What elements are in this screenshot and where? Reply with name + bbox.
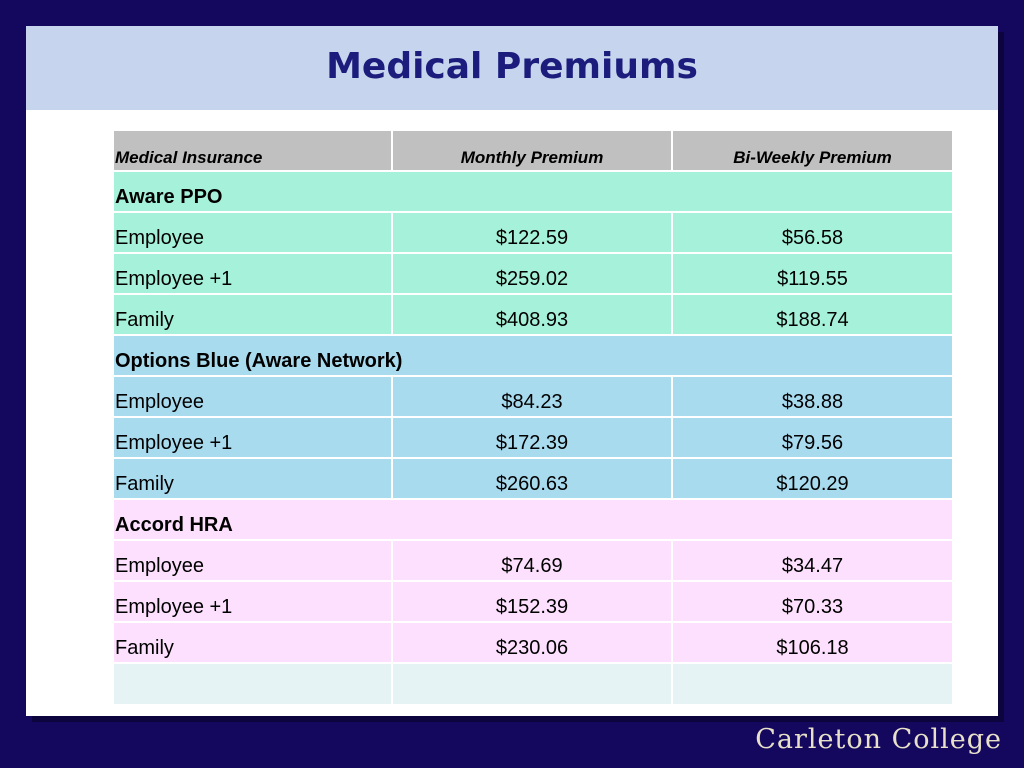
table-row: Employee $74.69 $34.47 — [112, 539, 954, 582]
biweekly-cell: $79.56 — [671, 416, 954, 459]
tier-cell: Family — [112, 293, 393, 336]
tier-cell: Employee — [112, 211, 393, 254]
plan-name: Aware PPO — [112, 170, 954, 213]
plan-name: Accord HRA — [112, 498, 954, 541]
table-row: Employee +1 $152.39 $70.33 — [112, 580, 954, 623]
empty-cell — [671, 662, 954, 706]
monthly-cell: $408.93 — [391, 293, 673, 336]
tier-cell: Family — [112, 457, 393, 500]
title-band: Medical Premiums — [26, 26, 998, 110]
biweekly-cell: $38.88 — [671, 375, 954, 418]
header-medical-insurance: Medical Insurance — [112, 129, 393, 172]
tier-cell: Employee +1 — [112, 580, 393, 623]
monthly-cell: $84.23 — [391, 375, 673, 418]
table-row: Family $260.63 $120.29 — [112, 457, 954, 500]
tier-cell: Employee +1 — [112, 252, 393, 295]
monthly-cell: $74.69 — [391, 539, 673, 582]
plan-row-accord-hra: Accord HRA — [112, 498, 954, 541]
monthly-cell: $230.06 — [391, 621, 673, 664]
plan-row-aware-ppo: Aware PPO — [112, 170, 954, 213]
table-row: Employee +1 $172.39 $79.56 — [112, 416, 954, 459]
biweekly-cell: $188.74 — [671, 293, 954, 336]
table-header-row: Medical Insurance Monthly Premium Bi-Wee… — [112, 129, 954, 172]
tier-cell: Employee — [112, 375, 393, 418]
table-row: Employee $84.23 $38.88 — [112, 375, 954, 418]
tier-cell: Employee — [112, 539, 393, 582]
tier-cell: Family — [112, 621, 393, 664]
biweekly-cell: $70.33 — [671, 580, 954, 623]
plan-row-options-blue: Options Blue (Aware Network) — [112, 334, 954, 377]
table-row: Employee +1 $259.02 $119.55 — [112, 252, 954, 295]
biweekly-cell: $120.29 — [671, 457, 954, 500]
carleton-college-logo: Carleton College — [755, 724, 1002, 755]
biweekly-cell: $119.55 — [671, 252, 954, 295]
premiums-table: Medical Insurance Monthly Premium Bi-Wee… — [112, 129, 954, 706]
empty-cell — [112, 662, 393, 706]
biweekly-cell: $34.47 — [671, 539, 954, 582]
monthly-cell: $259.02 — [391, 252, 673, 295]
header-biweekly-premium: Bi-Weekly Premium — [671, 129, 954, 172]
table-row: Family $408.93 $188.74 — [112, 293, 954, 336]
table-row: Employee $122.59 $56.58 — [112, 211, 954, 254]
biweekly-cell: $106.18 — [671, 621, 954, 664]
empty-row — [112, 662, 954, 706]
biweekly-cell: $56.58 — [671, 211, 954, 254]
plan-name: Options Blue (Aware Network) — [112, 334, 954, 377]
table-row: Family $230.06 $106.18 — [112, 621, 954, 664]
monthly-cell: $152.39 — [391, 580, 673, 623]
monthly-cell: $172.39 — [391, 416, 673, 459]
slide: Medical Premiums Medical Insurance Month… — [26, 26, 998, 716]
monthly-cell: $260.63 — [391, 457, 673, 500]
empty-cell — [391, 662, 673, 706]
header-monthly-premium: Monthly Premium — [391, 129, 673, 172]
slide-title: Medical Premiums — [326, 46, 698, 87]
tier-cell: Employee +1 — [112, 416, 393, 459]
monthly-cell: $122.59 — [391, 211, 673, 254]
